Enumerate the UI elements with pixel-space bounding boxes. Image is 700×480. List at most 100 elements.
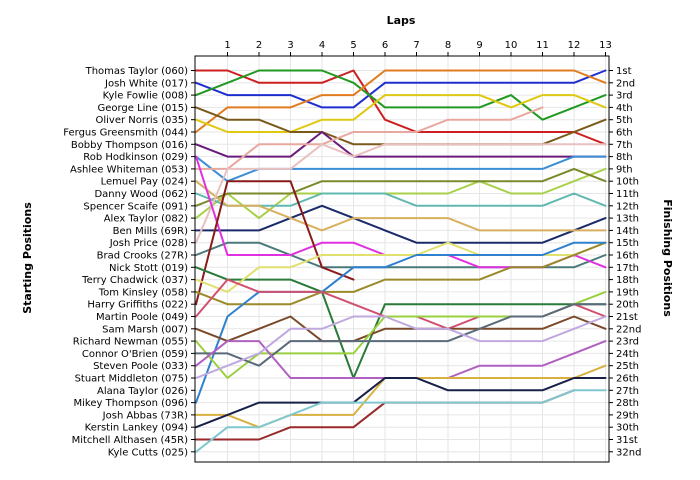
x-tick-label: 1 — [224, 40, 230, 51]
series-line-9 — [195, 106, 544, 170]
starting-position-label: Martin Poole (049) — [96, 312, 188, 323]
plot-frame — [194, 55, 610, 463]
series-line-17 — [195, 155, 607, 269]
series-line-31 — [195, 377, 607, 429]
finishing-position-label: 31st — [616, 435, 638, 446]
starting-position-label: Mikey Thompson (096) — [74, 398, 189, 409]
finishing-position-label: 20th — [616, 300, 639, 311]
finishing-position-label: 23rd — [616, 337, 639, 348]
y-axis-title-right: Finishing Positions — [661, 199, 674, 317]
finishing-position-label: 22nd — [616, 324, 641, 335]
starting-position-label: Josh Abbas (73R) — [102, 410, 188, 421]
starting-position-label: Nick Stott (019) — [109, 263, 188, 274]
x-tick-label: 3 — [287, 40, 293, 51]
starting-position-label: Ben Mills (69R) — [113, 226, 188, 237]
finishing-position-label: 10th — [616, 177, 639, 188]
finishing-position-label: 19th — [616, 287, 639, 298]
finishing-position-label: 28th — [616, 398, 639, 409]
starting-position-label: Fergus Greensmith (044) — [63, 128, 188, 139]
x-tick-label: 6 — [382, 40, 388, 51]
series-line-26 — [195, 303, 607, 367]
x-tick-group: 1 2 3 4 5 6 7 8 9 10 11 12 13 — [224, 40, 612, 56]
starting-position-label: Harry Griffiths (022) — [87, 300, 188, 311]
x-tick-label: 7 — [413, 40, 419, 51]
starting-position-label: Tom Kinsley (058) — [98, 287, 188, 298]
finishing-position-label: 27th — [616, 386, 639, 397]
starting-position-label: Thomas Taylor (060) — [85, 66, 188, 77]
finishing-position-label: 30th — [616, 423, 639, 434]
series-line-2 — [195, 69, 607, 109]
x-tick-label: 10 — [505, 40, 518, 51]
starting-position-label: Kyle Cutts (025) — [108, 447, 188, 458]
starting-position-label: Sam Marsh (007) — [102, 324, 188, 335]
x-tick-label: 2 — [256, 40, 262, 51]
finishing-position-label: 25th — [616, 361, 639, 372]
starting-position-label: Kyle Fowlie (008) — [103, 91, 188, 102]
finishing-position-label: 11th — [616, 189, 639, 200]
starting-position-label: Connor O'Brien (059) — [82, 349, 188, 360]
finishing-position-label: 14th — [616, 226, 639, 237]
starting-position-label: Steven Poole (033) — [93, 361, 188, 372]
finishing-position-label: 6th — [616, 128, 633, 139]
starting-position-label: Brad Crooks (27R) — [97, 251, 188, 262]
x-tick-label: 5 — [350, 40, 356, 51]
series-line-4 — [195, 69, 607, 133]
finishing-position-label: 21st — [616, 312, 638, 323]
x-tick-label: 9 — [476, 40, 482, 51]
series-line-12 — [195, 192, 607, 207]
starting-position-label: Alex Taylor (082) — [104, 214, 188, 225]
finishing-position-label: 4th — [616, 103, 633, 114]
finishing-position-label: 32nd — [616, 447, 641, 458]
starting-position-label: Lemuel Pay (024) — [101, 177, 189, 188]
x-axis-title: Laps — [387, 14, 416, 27]
finishing-position-label: 3rd — [616, 91, 633, 102]
y-axis-title-left: Starting Positions — [21, 202, 34, 314]
starting-position-label: Richard Newman (055) — [73, 337, 188, 348]
finishing-position-label: 2nd — [616, 78, 635, 89]
series-line-21 — [195, 241, 607, 306]
finishing-position-label: 12th — [616, 201, 639, 212]
starting-position-label: Josh White (017) — [104, 78, 188, 89]
series-group — [195, 69, 607, 453]
series-line-7 — [195, 131, 607, 158]
starting-label-group: Thomas Taylor (060)Josh White (017) Kyle … — [63, 66, 195, 458]
x-tick-label: 13 — [599, 40, 612, 51]
x-tick-label: 8 — [445, 40, 451, 51]
starting-position-label: George Line (015) — [97, 103, 188, 114]
finishing-position-label: 7th — [616, 140, 633, 151]
series-line-15 — [195, 143, 607, 244]
x-tick-label: 11 — [536, 40, 549, 51]
series-line-19 — [195, 266, 607, 379]
series-line-27 — [195, 340, 607, 379]
series-line-14 — [195, 180, 607, 232]
series-line-24 — [195, 315, 607, 343]
series-line-13 — [195, 204, 607, 244]
starting-position-label: Terry Chadwick (037) — [81, 275, 188, 286]
starting-position-label: Stuart Middleton (075) — [75, 374, 189, 385]
finishing-position-label: 16th — [616, 251, 639, 262]
finishing-position-label: 8th — [616, 152, 633, 163]
starting-position-label: Alana Taylor (026) — [97, 386, 188, 397]
series-line-3 — [195, 69, 607, 121]
starting-position-label: Kerstin Lankey (094) — [85, 423, 188, 434]
finishing-position-label: 26th — [616, 374, 639, 385]
starting-position-label: Mitchell Althasen (45R) — [72, 435, 189, 446]
finishing-position-label: 9th — [616, 164, 633, 175]
finishing-position-label: 15th — [616, 238, 639, 249]
starting-position-label: Spencer Scaife (091) — [83, 201, 188, 212]
x-tick-label: 12 — [568, 40, 581, 51]
series-line-29 — [195, 364, 607, 429]
finishing-position-label: 17th — [616, 263, 639, 274]
series-line-28 — [195, 315, 607, 379]
series-line-11 — [195, 167, 607, 207]
finishing-position-label: 18th — [616, 275, 639, 286]
series-line-18 — [195, 180, 355, 306]
series-line-32 — [195, 389, 607, 453]
finishing-position-label: 24th — [616, 349, 639, 360]
starting-position-label: Rob Hodkinson (029) — [83, 152, 188, 163]
finishing-position-label: 5th — [616, 115, 633, 126]
x-tick-label: 4 — [319, 40, 325, 51]
starting-position-label: Danny Wood (062) — [94, 189, 188, 200]
